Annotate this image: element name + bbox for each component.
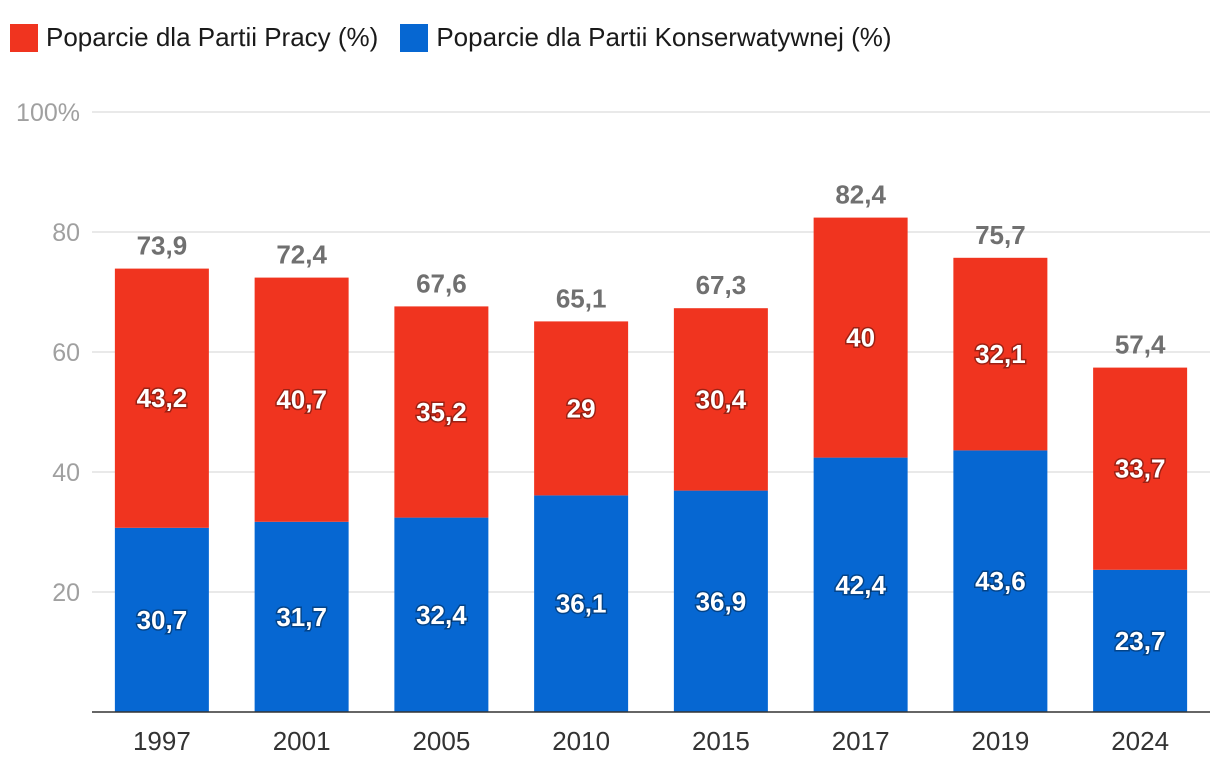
legend-label-labour: Poparcie dla Partii Pracy (%) xyxy=(46,22,379,52)
x-tick-label: 2001 xyxy=(273,726,331,756)
x-tick-label: 2024 xyxy=(1111,726,1169,756)
data-label-conservative: 36,1 xyxy=(556,589,607,619)
legend: Poparcie dla Partii Pracy (%) Poparcie d… xyxy=(10,22,914,53)
y-tick-label: 60 xyxy=(52,339,80,367)
legend-swatch-labour xyxy=(10,23,38,52)
bar-conservative xyxy=(1093,569,1188,712)
data-label-conservative: 32,4 xyxy=(416,600,467,630)
total-label: 82,4 xyxy=(835,180,886,210)
y-tick-label: 100% xyxy=(16,99,80,127)
data-label-conservative: 30,7 xyxy=(137,605,188,635)
data-label-conservative: 31,7 xyxy=(276,602,327,632)
bar-labour xyxy=(673,308,768,491)
bar-conservative xyxy=(254,521,349,712)
y-tick-label: 80 xyxy=(52,219,80,247)
x-tick-label: 1997 xyxy=(133,726,191,756)
data-label-labour: 29 xyxy=(567,393,596,423)
total-label: 73,9 xyxy=(137,231,188,261)
data-label-labour: 33,7 xyxy=(1115,454,1166,484)
total-label: 65,1 xyxy=(556,283,607,313)
y-tick-label: 40 xyxy=(52,459,80,487)
data-label-labour: 40 xyxy=(846,323,875,353)
total-label: 57,4 xyxy=(1115,330,1166,360)
bar-conservative xyxy=(813,457,908,712)
bar-conservative xyxy=(114,527,209,712)
bar-labour xyxy=(813,217,908,458)
data-label-labour: 35,2 xyxy=(416,397,467,427)
bar-labour xyxy=(394,306,489,518)
bar-labour xyxy=(254,277,349,522)
bar-labour xyxy=(534,321,629,496)
x-tick-label: 2017 xyxy=(832,726,890,756)
data-label-labour: 40,7 xyxy=(276,385,327,415)
data-label-conservative: 23,7 xyxy=(1115,626,1166,656)
legend-label-conservative: Poparcie dla Partii Konserwatywnej (%) xyxy=(436,22,892,52)
bar-conservative xyxy=(673,490,768,712)
bar-labour xyxy=(1093,367,1188,570)
x-tick-label: 2010 xyxy=(552,726,610,756)
data-label-conservative: 43,6 xyxy=(975,566,1026,596)
bar-labour xyxy=(953,257,1048,451)
x-tick-label: 2015 xyxy=(692,726,750,756)
y-tick-label: 20 xyxy=(52,579,80,607)
data-label-labour: 30,4 xyxy=(696,384,747,414)
x-tick-label: 2005 xyxy=(412,726,470,756)
total-label: 72,4 xyxy=(276,240,327,270)
legend-item-conservative: Poparcie dla Partii Konserwatywnej (%) xyxy=(400,22,892,53)
data-label-conservative: 36,9 xyxy=(696,586,747,616)
total-label: 75,7 xyxy=(975,220,1026,250)
total-label: 67,3 xyxy=(696,270,747,300)
legend-item-labour: Poparcie dla Partii Pracy (%) xyxy=(10,22,378,53)
bar-conservative xyxy=(394,517,489,712)
legend-swatch-conservative xyxy=(400,23,429,52)
x-tick-label: 2019 xyxy=(971,726,1029,756)
bar-conservative xyxy=(534,495,629,712)
data-label-conservative: 42,4 xyxy=(835,570,886,600)
data-label-labour: 43,2 xyxy=(137,383,188,413)
bar-labour xyxy=(114,268,209,528)
total-label: 67,6 xyxy=(416,268,467,298)
data-label-labour: 32,1 xyxy=(975,339,1026,369)
bar-conservative xyxy=(953,450,1048,712)
